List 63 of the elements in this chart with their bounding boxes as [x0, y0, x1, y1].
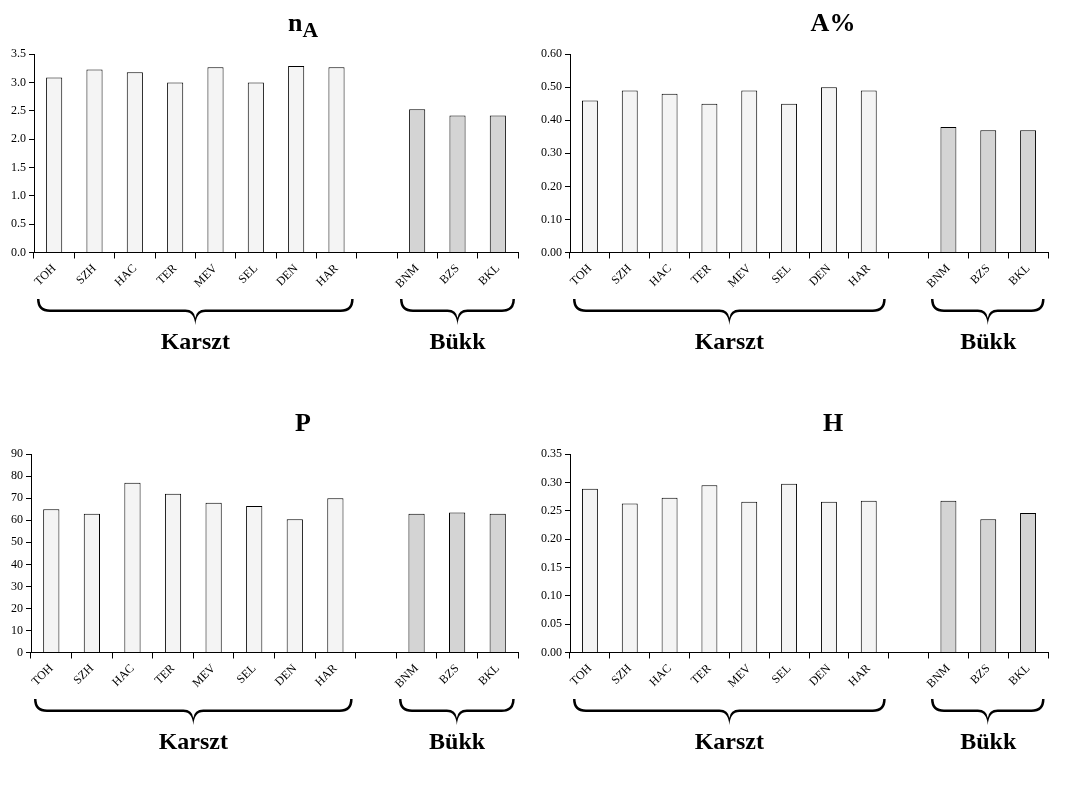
y-tick-label: 0 — [17, 644, 23, 659]
y-tick-label: 10 — [11, 622, 23, 637]
y-tick-label: 50 — [11, 534, 23, 549]
y-tick-label: 0.10 — [541, 587, 562, 602]
y-tick-label: 0.00 — [541, 244, 562, 259]
text: Karszt — [693, 728, 765, 755]
y-tick-label: 0.10 — [541, 211, 562, 226]
x-tick-label: SEL — [235, 261, 261, 287]
chart-title: A% — [809, 8, 857, 39]
chart-title: P — [294, 408, 312, 439]
x-tick-label: BZS — [436, 661, 462, 687]
x-tick-label: BKL — [1005, 261, 1033, 288]
y-tick-label: 0.5 — [11, 216, 26, 231]
y-tick-label: 70 — [11, 490, 23, 505]
y-tick-label: 2.0 — [11, 131, 26, 146]
x-tick-label: BZS — [967, 661, 993, 687]
y-tick-label: 0.00 — [541, 644, 562, 659]
y-tick-label: 1.5 — [11, 159, 26, 174]
x-tick-label: BZS — [967, 261, 993, 287]
y-tick-label: 0.35 — [541, 446, 562, 461]
y-tick-label: 90 — [11, 446, 23, 461]
y-tick-label: 2.5 — [11, 103, 26, 118]
y-tick-label: 0.15 — [541, 559, 562, 574]
chart-title: H — [821, 408, 845, 439]
y-tick-label: 20 — [11, 600, 23, 615]
y-tick-label: 3.5 — [11, 46, 26, 61]
y-tick-label: 0.30 — [541, 474, 562, 489]
chart-title: n$_{A}$ — [286, 8, 320, 44]
text: Karszt — [159, 328, 231, 355]
y-tick-label: 30 — [11, 578, 23, 593]
y-tick-label: 3.0 — [11, 74, 26, 89]
y-tick-label: 0.40 — [541, 112, 562, 127]
y-tick-label: 0.20 — [541, 531, 562, 546]
text: Bükk — [428, 328, 487, 355]
x-tick-label: SEL — [768, 261, 794, 287]
x-tick-label: SZH — [608, 660, 635, 687]
y-tick-label: 60 — [11, 512, 23, 527]
y-tick-label: 1.0 — [11, 187, 26, 202]
text: Bükk — [428, 728, 487, 755]
x-tick-label: BKL — [475, 261, 503, 288]
y-tick-label: 0.25 — [541, 503, 562, 518]
text: Karszt — [693, 328, 765, 355]
text: Bükk — [959, 328, 1018, 355]
x-tick-label: SZH — [608, 260, 635, 287]
y-tick-label: 0.30 — [541, 145, 562, 160]
x-tick-label: TER — [687, 261, 714, 287]
y-tick-label: 0.05 — [541, 616, 562, 631]
text: Karszt — [157, 728, 229, 755]
x-tick-label: SEL — [233, 661, 259, 687]
x-tick-label: BZS — [436, 261, 462, 287]
y-tick-label: 80 — [11, 468, 23, 483]
x-tick-label: BKL — [1005, 661, 1033, 688]
x-tick-label: TER — [687, 661, 714, 687]
x-tick-label: BKL — [475, 661, 503, 688]
x-tick-label: SEL — [768, 661, 794, 687]
x-tick-label: TER — [151, 661, 178, 687]
x-tick-label: TER — [153, 261, 180, 287]
text: Bükk — [959, 728, 1018, 755]
y-tick-label: 0.60 — [541, 46, 562, 61]
y-tick-label: 0.0 — [11, 244, 26, 259]
y-tick-label: 40 — [11, 556, 23, 571]
y-tick-label: 0.20 — [541, 178, 562, 193]
y-tick-label: 0.50 — [541, 79, 562, 94]
